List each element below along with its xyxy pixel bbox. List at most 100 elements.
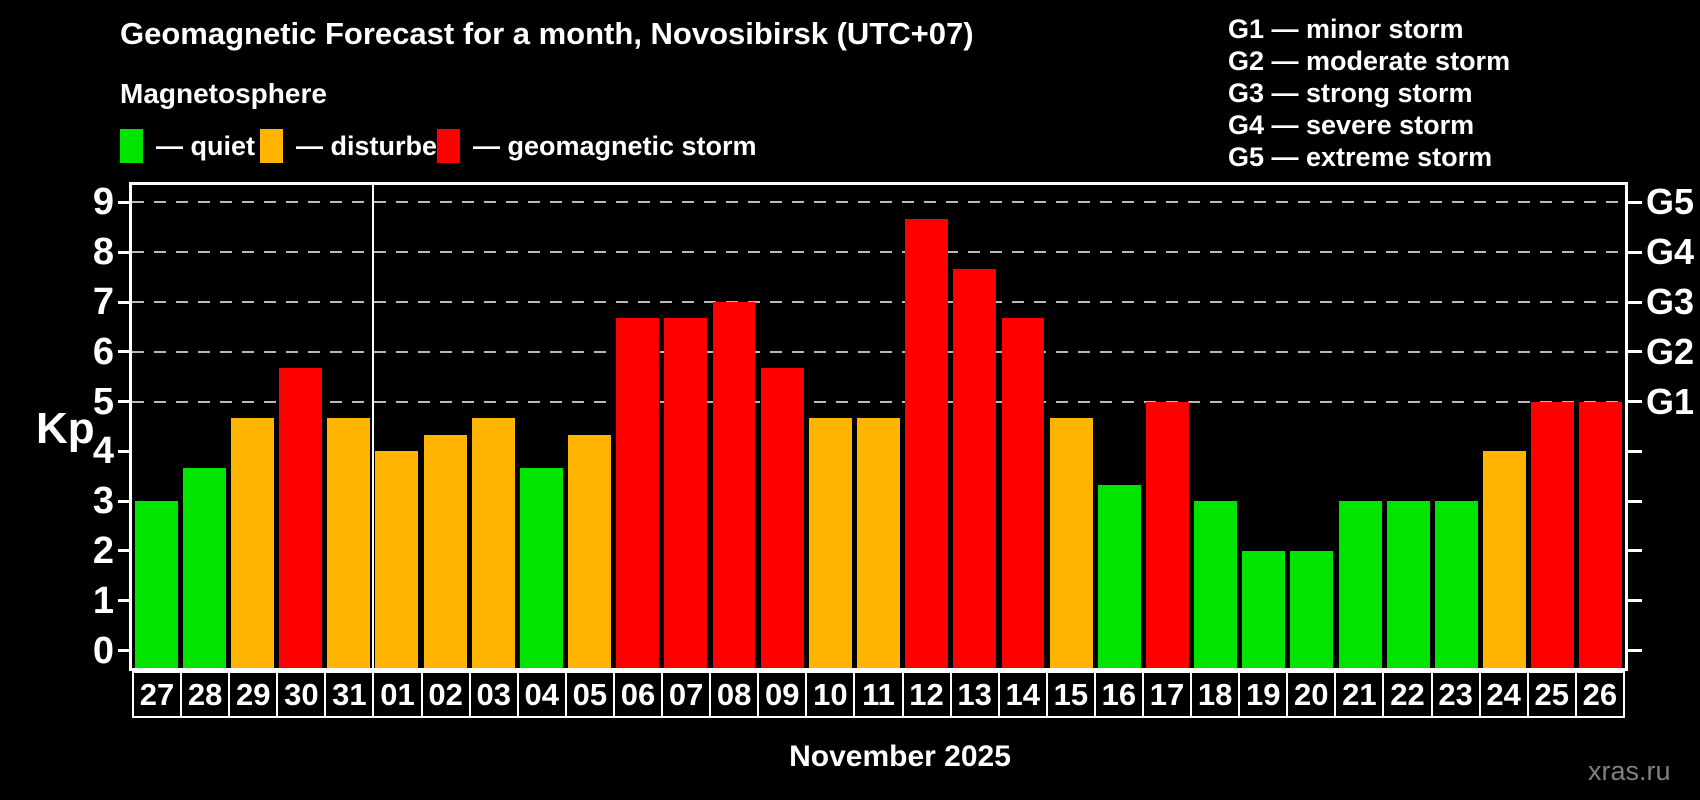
x-tick-label-07: 07 bbox=[661, 671, 712, 718]
y-tick-left-7 bbox=[118, 300, 132, 304]
legend-label-quiet: — quiet bbox=[156, 130, 255, 161]
x-tick-label-23: 23 bbox=[1430, 671, 1481, 718]
y-tick-right-3 bbox=[1628, 499, 1642, 503]
kp-bar-09 bbox=[760, 368, 804, 668]
kp-bar-04 bbox=[519, 467, 563, 668]
y-tick-right-8 bbox=[1628, 250, 1642, 254]
g-level-label-G5: G5 bbox=[1646, 181, 1695, 223]
y-tick-label-0: 0 bbox=[92, 629, 114, 672]
kp-bar-06 bbox=[616, 318, 660, 668]
gridline-kp5 bbox=[132, 400, 1625, 403]
x-tick-label-20: 20 bbox=[1286, 671, 1337, 718]
y-tick-left-2 bbox=[118, 549, 132, 553]
g-legend-item-3: G3 — strong storm bbox=[1228, 78, 1473, 108]
kp-bar-24 bbox=[1483, 451, 1527, 668]
x-tick-label-19: 19 bbox=[1238, 671, 1289, 718]
legend-swatch-storm bbox=[437, 129, 460, 163]
x-tick-label-31: 31 bbox=[324, 671, 375, 718]
g-legend-item-1: G1 — minor storm bbox=[1228, 14, 1464, 44]
kp-bar-02 bbox=[423, 434, 467, 668]
x-tick-label-24: 24 bbox=[1478, 671, 1529, 718]
kp-bar-08 bbox=[712, 302, 756, 668]
gridline-kp6 bbox=[132, 350, 1625, 353]
plot-area bbox=[129, 182, 1628, 671]
chart-subtitle: Magnetosphere bbox=[120, 78, 327, 109]
y-tick-left-4 bbox=[118, 449, 132, 453]
kp-bar-20 bbox=[1290, 551, 1334, 668]
x-tick-label-03: 03 bbox=[468, 671, 519, 718]
y-tick-right-2 bbox=[1628, 549, 1642, 553]
y-tick-left-1 bbox=[118, 599, 132, 603]
x-tick-label-05: 05 bbox=[564, 671, 615, 718]
x-axis-date-row: 27 28 29 30 31 01 02 03 04 05 06 07 08 09 10 11 12 13 14 15… bbox=[132, 671, 1625, 718]
x-tick-label-06: 06 bbox=[612, 671, 664, 718]
x-tick-label-28: 28 bbox=[180, 671, 231, 718]
kp-bar-01 bbox=[375, 451, 419, 668]
x-tick-label-21: 21 bbox=[1334, 671, 1385, 718]
kp-bar-03 bbox=[471, 418, 515, 668]
x-tick-label-15: 15 bbox=[1045, 671, 1096, 718]
kp-bar-21 bbox=[1338, 501, 1382, 668]
kp-bar-05 bbox=[568, 434, 611, 668]
kp-bar-18 bbox=[1194, 501, 1238, 668]
y-tick-right-9 bbox=[1628, 200, 1642, 204]
gridline-kp8 bbox=[132, 251, 1625, 254]
kp-bar-28 bbox=[182, 467, 226, 668]
kp-bar-22 bbox=[1386, 501, 1430, 668]
kp-bar-13 bbox=[953, 268, 997, 668]
x-tick-label-04: 04 bbox=[516, 671, 567, 718]
y-tick-right-4 bbox=[1628, 449, 1642, 453]
kp-bar-07 bbox=[664, 318, 708, 668]
legend-swatch-disturbed bbox=[260, 129, 283, 163]
legend-item-storm: — geomagnetic storm bbox=[437, 126, 757, 166]
y-tick-left-8 bbox=[118, 250, 132, 254]
g-legend-item-2: G2 — moderate storm bbox=[1228, 46, 1511, 76]
kp-bar-11 bbox=[857, 418, 900, 668]
kp-bar-30 bbox=[279, 368, 323, 668]
y-tick-left-6 bbox=[118, 350, 132, 354]
x-tick-label-08: 08 bbox=[709, 671, 760, 718]
kp-bar-19 bbox=[1242, 551, 1286, 668]
x-tick-label-09: 09 bbox=[757, 671, 808, 718]
g-scale-legend: G1 — minor storm G2 — moderate storm G3 — … bbox=[1228, 13, 1510, 173]
y-tick-left-3 bbox=[118, 499, 132, 503]
y-tick-left-0 bbox=[118, 649, 132, 653]
g-level-label-G2: G2 bbox=[1646, 330, 1695, 372]
x-tick-label-26: 26 bbox=[1574, 671, 1625, 718]
x-tick-label-22: 22 bbox=[1382, 671, 1433, 718]
g-level-label-G1: G1 bbox=[1646, 380, 1695, 422]
gridline-kp7 bbox=[132, 301, 1625, 303]
y-tick-right-0 bbox=[1628, 649, 1642, 653]
watermark: xras.ru bbox=[1588, 756, 1671, 786]
y-axis-title: Kp bbox=[36, 404, 95, 453]
x-tick-label-13: 13 bbox=[949, 671, 1000, 718]
x-tick-label-10: 10 bbox=[805, 671, 856, 718]
kp-bar-16 bbox=[1097, 484, 1141, 668]
chart-title: Geomagnetic Forecast for a month, Novosi… bbox=[120, 16, 974, 51]
x-axis-title: November 2025 bbox=[789, 740, 1011, 773]
gridline-kp9 bbox=[132, 201, 1625, 204]
y-tick-label-3: 3 bbox=[92, 480, 114, 523]
y-tick-left-5 bbox=[118, 400, 132, 404]
kp-bar-17 bbox=[1145, 401, 1189, 668]
x-tick-label-25: 25 bbox=[1526, 671, 1577, 718]
legend-item-quiet: — quiet bbox=[120, 126, 255, 166]
y-tick-label-4: 4 bbox=[92, 430, 114, 473]
x-tick-label-11: 11 bbox=[853, 671, 904, 718]
kp-bar-29 bbox=[230, 418, 274, 668]
g-legend-item-4: G4 — severe storm bbox=[1228, 110, 1475, 140]
y-tick-left-9 bbox=[118, 200, 132, 204]
y-tick-right-1 bbox=[1628, 599, 1642, 603]
kp-bar-14 bbox=[1001, 318, 1045, 668]
kp-bar-26 bbox=[1579, 401, 1623, 668]
y-tick-label-1: 1 bbox=[92, 579, 114, 622]
y-tick-label-9: 9 bbox=[92, 181, 114, 224]
x-tick-label-16: 16 bbox=[1093, 671, 1144, 718]
x-tick-label-18: 18 bbox=[1190, 671, 1241, 718]
y-tick-right-5 bbox=[1628, 400, 1642, 404]
x-tick-label-01: 01 bbox=[372, 671, 423, 718]
x-tick-label-27: 27 bbox=[132, 671, 183, 718]
kp-bar-10 bbox=[808, 418, 852, 668]
kp-bar-31 bbox=[327, 418, 371, 668]
y-tick-label-2: 2 bbox=[92, 529, 114, 572]
